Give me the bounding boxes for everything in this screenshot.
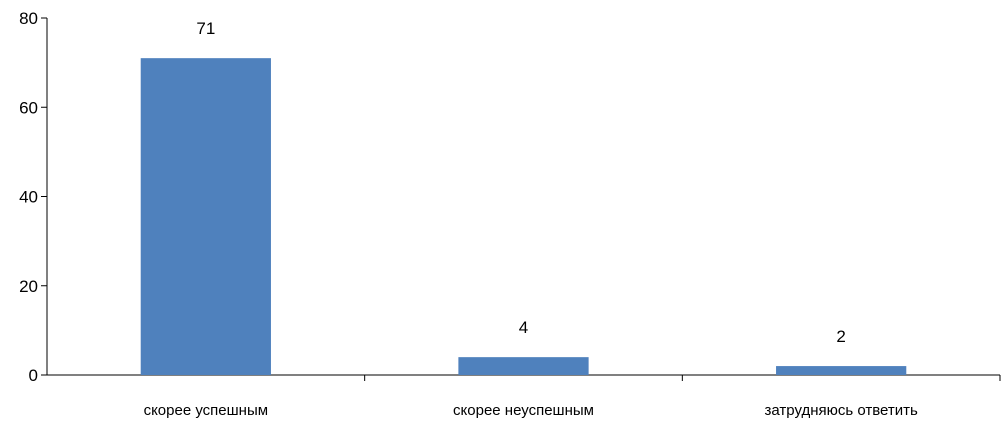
y-tick-label: 20	[19, 277, 38, 296]
data-label: 2	[836, 327, 845, 346]
y-tick-label: 40	[19, 188, 38, 207]
bar	[458, 357, 589, 375]
y-tick-label: 60	[19, 98, 38, 117]
bar	[776, 366, 907, 375]
y-tick-label: 0	[29, 366, 38, 385]
data-label: 4	[519, 318, 528, 337]
bar	[140, 58, 271, 375]
x-category-label: скорее успешным	[144, 402, 268, 419]
y-tick-label: 80	[19, 9, 38, 28]
bars	[140, 58, 907, 375]
x-category-label: скорее неуспешным	[453, 402, 594, 419]
x-category-label: затрудняюсь ответить	[765, 402, 918, 419]
labels: 0 20 40 60 80 71 скорее успешным 4 скорее неуспе…	[19, 9, 918, 419]
data-label: 71	[196, 19, 215, 38]
